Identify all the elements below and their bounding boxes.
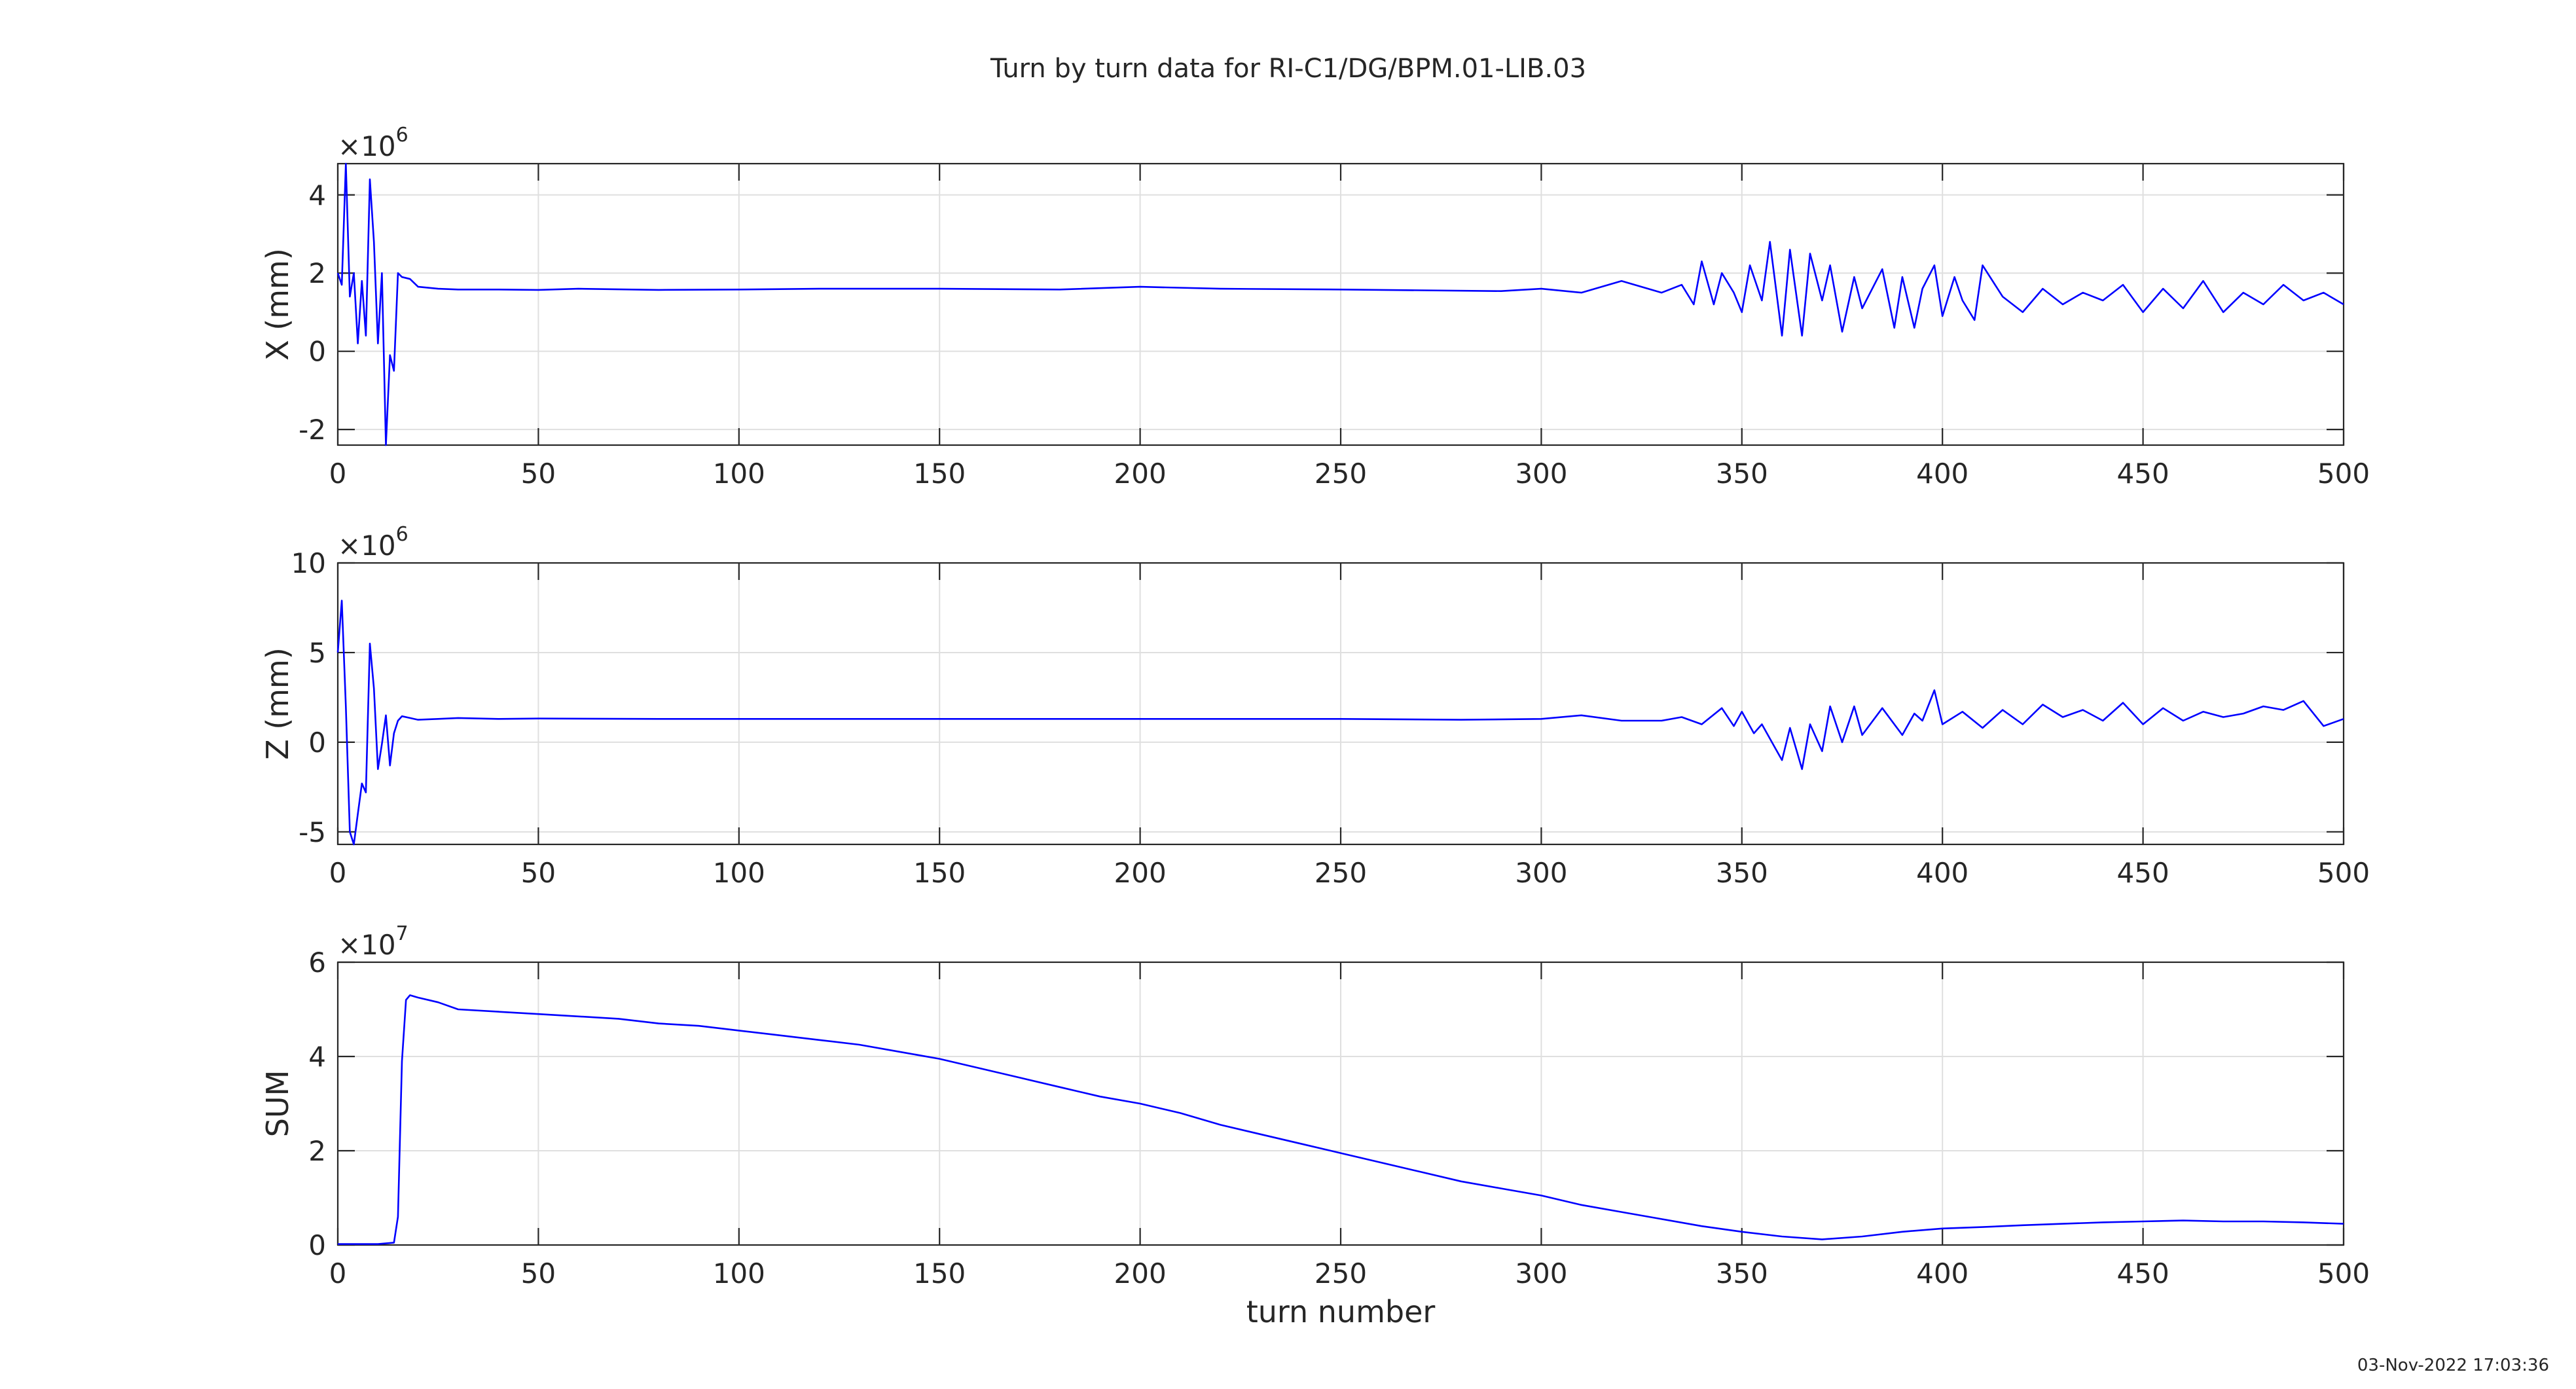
x-tick-label: 300 [1515,458,1567,490]
y-tick-label: 5 [308,637,326,669]
x-tick-label: 400 [1916,1257,1968,1290]
x-tick-label: 450 [2117,857,2169,889]
x-tick-label: 300 [1515,1257,1567,1290]
x-axis-label: turn number [1246,1294,1436,1329]
x-tick-label: 500 [2317,857,2370,889]
x-tick-label: 50 [521,857,556,889]
x-tick-label: 200 [1114,1257,1167,1290]
x-tick-label: 0 [329,458,347,490]
x-tick-label: 150 [913,857,966,889]
x-tick-label: 200 [1114,458,1167,490]
y-tick-label: 6 [308,947,326,979]
x-tick-label: 0 [329,857,347,889]
subplot-group: 0 50 100 150 200 250 300 350 400 450 500-2024×106X… [260,124,2370,1329]
series-line [338,994,2344,1245]
y-tick-label: 0 [308,1229,326,1261]
x-tick-label: 400 [1916,458,1968,490]
y-axis-label: X (mm) [260,248,295,361]
x-tick-label: 450 [2117,1257,2169,1290]
y-tick-label: 4 [308,1041,326,1073]
x-tick-label: 500 [2317,458,2370,490]
series-line [336,162,2344,446]
x-tick-label: 250 [1315,857,1367,889]
x-tick-label: 0 [329,1257,347,1290]
subplot-2: 0 50 100 150 200 250 300 350 400 450 500-50510×106… [260,523,2370,889]
y-tick-label: 10 [291,547,326,579]
x-tick-label: 250 [1315,458,1367,490]
x-tick-label: 400 [1916,857,1968,889]
x-tick-label: 150 [913,458,966,490]
x-tick-label: 250 [1315,1257,1367,1290]
x-tick-label: 450 [2117,458,2169,490]
y-axis-label: Z (mm) [260,647,295,760]
y-exponent-label: ×107 [338,922,408,961]
x-tick-label: 300 [1515,857,1567,889]
y-exponent-label: ×106 [338,124,408,162]
y-tick-label: 2 [308,1135,326,1167]
y-tick-label: -5 [299,816,326,848]
y-tick-label: 0 [308,336,326,368]
subplot-1: 0 50 100 150 200 250 300 350 400 450 500-2024×106X… [260,124,2370,490]
x-tick-label: 350 [1716,458,1768,490]
timestamp: 03-Nov-2022 17:03:36 [2357,1356,2549,1375]
y-tick-label: 0 [308,727,326,759]
x-tick-label: 100 [713,458,765,490]
x-tick-label: 50 [521,1257,556,1290]
y-tick-label: 4 [308,179,326,211]
x-tick-label: 100 [713,1257,765,1290]
y-axis-label: SUM [260,1070,295,1138]
x-tick-label: 350 [1716,857,1768,889]
figure-title: Turn by turn data for RI-C1/DG/BPM.01-LI… [990,54,1586,84]
series-line [336,600,2344,846]
subplot-3: 0 50 100 150 200 250 300 350 400 450 500 0 2 4 6 ×107 SU… [260,922,2370,1329]
x-tick-label: 100 [713,857,765,889]
y-exponent-label: ×106 [338,523,408,562]
x-tick-label: 500 [2317,1257,2370,1290]
x-tick-label: 350 [1716,1257,1768,1290]
y-tick-label: 2 [308,257,326,289]
x-tick-label: 50 [521,458,556,490]
x-tick-label: 150 [913,1257,966,1290]
y-tick-label: -2 [299,414,326,446]
x-tick-label: 200 [1114,857,1167,889]
